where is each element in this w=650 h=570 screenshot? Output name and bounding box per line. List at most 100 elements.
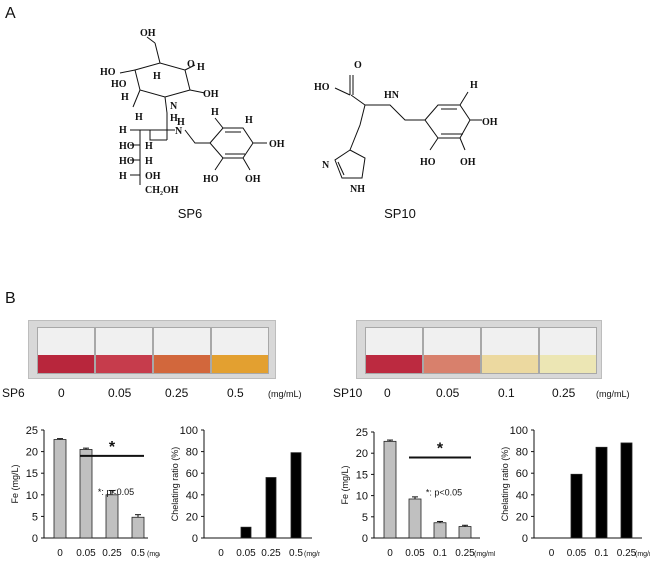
panel-a-label: A — [5, 5, 16, 22]
y-tick-label: 40 — [186, 490, 198, 502]
svg-text:OH: OH — [145, 171, 161, 182]
sp10-fe-chart: 0 5 10 15 20 25 Fe (mg/L) 0 0.05 0.1 0.25(mg/mL) * *… — [340, 427, 495, 559]
panel-b-label: B — [5, 290, 16, 307]
cuvette — [153, 327, 211, 374]
sp6-structure: OH HO HO H H O H OH H N H H N H HO H HO … — [100, 28, 285, 196]
bar — [131, 516, 145, 539]
cuvette — [539, 327, 597, 374]
cuvette-solution — [96, 355, 152, 373]
y-tick-label: 15 — [26, 468, 38, 480]
x-tick-label: 0.05 — [236, 548, 256, 559]
y-tick-label: 25 — [26, 425, 38, 437]
y-tick-label: 10 — [26, 490, 38, 502]
x-tick-label: 0.05 — [76, 548, 96, 559]
svg-text:H: H — [119, 171, 127, 182]
y-tick-label: 40 — [516, 490, 528, 502]
x-tick-label: 0.25 — [102, 548, 122, 559]
bar — [105, 494, 119, 539]
y-tick-label: 0 — [32, 533, 38, 545]
y-tick-label: 100 — [180, 425, 198, 437]
svg-text:H: H — [135, 112, 143, 123]
sp10-conc-label: 0 — [384, 386, 391, 400]
svg-text:HO: HO — [100, 67, 116, 78]
cuvette — [211, 327, 269, 374]
x-unit-label: (mg/mL) — [474, 551, 495, 558]
x-unit-label: (mg/mL) — [147, 551, 160, 558]
svg-text:H: H — [177, 117, 185, 128]
svg-text:HO: HO — [119, 141, 135, 152]
bar — [620, 442, 633, 539]
svg-text:HO: HO — [420, 157, 436, 168]
y-tick-label: 80 — [186, 447, 198, 459]
sp10-conc-label: 0.05 — [436, 386, 460, 400]
sp10-conc-label: 0.1 — [498, 386, 515, 400]
svg-text:HN: HN — [384, 90, 400, 101]
x-unit-label: (mg/mL) — [304, 551, 320, 558]
y-axis-label: Chelating ratio (%) — [170, 447, 180, 522]
bar — [53, 439, 67, 539]
svg-text:OH: OH — [140, 28, 156, 39]
cuvette-solution — [212, 355, 268, 373]
x-tick-label: 0.25 — [455, 548, 475, 559]
significance-star: * — [109, 439, 116, 456]
y-tick-label: 0 — [522, 533, 528, 545]
svg-text:OH: OH — [482, 117, 498, 128]
y-tick-label: 20 — [26, 447, 38, 459]
y-tick-label: 60 — [186, 468, 198, 480]
svg-text:HO: HO — [203, 174, 219, 185]
sp6-sample-label: SP6 — [2, 386, 25, 400]
svg-text:H: H — [211, 107, 219, 118]
svg-text:H: H — [119, 125, 127, 136]
significance-note: *: p<0.05 — [98, 487, 134, 497]
svg-text:CH₂OH: CH₂OH — [145, 185, 179, 196]
cuvette-solution — [38, 355, 94, 373]
x-tick-label: 0 — [387, 548, 393, 559]
y-tick-label: 80 — [516, 447, 528, 459]
y-tick-label: 25 — [356, 427, 368, 439]
sp6-conc-label: 0.25 — [165, 386, 189, 400]
sp6-cuvette-photo — [28, 320, 276, 379]
sp6-unit-label: (mg/mL) — [268, 389, 302, 399]
x-tick-label: 0.1 — [433, 548, 447, 559]
svg-text:H: H — [145, 141, 153, 152]
cuvette-solution — [366, 355, 422, 373]
sp6-conc-label: 0 — [58, 386, 65, 400]
x-tick-label: 0 — [57, 548, 63, 559]
svg-text:HO: HO — [111, 79, 127, 90]
x-tick-label: 0.25 — [261, 548, 281, 559]
sp10-unit-label: (mg/mL) — [596, 389, 630, 399]
x-tick-label: 0.05 — [405, 548, 425, 559]
y-axis-label: Chelating ratio (%) — [500, 447, 510, 522]
bar — [290, 452, 302, 539]
sp6-conc-label: 0.5 — [227, 386, 244, 400]
y-tick-label: 15 — [356, 469, 368, 481]
svg-text:O: O — [354, 60, 362, 71]
x-tick-label: 0.05 — [567, 548, 587, 559]
svg-text:HO: HO — [314, 82, 330, 93]
svg-text:H: H — [145, 156, 153, 167]
sp6-name: SP6 — [177, 206, 203, 221]
svg-text:N: N — [322, 160, 330, 171]
y-tick-label: 5 — [32, 511, 38, 523]
bar — [595, 446, 608, 539]
bar — [570, 473, 583, 539]
bar — [458, 526, 472, 539]
significance-star: * — [437, 440, 444, 457]
sp10-name: SP10 — [384, 206, 416, 221]
bar — [383, 440, 397, 539]
x-unit-label: (mg/mL) — [635, 551, 650, 558]
cuvette — [37, 327, 95, 374]
svg-text:H: H — [153, 71, 161, 82]
x-tick-label: 0.1 — [595, 548, 609, 559]
y-tick-label: 60 — [516, 468, 528, 480]
svg-text:OH: OH — [269, 139, 285, 150]
bar — [265, 477, 277, 539]
y-tick-label: 10 — [356, 491, 368, 503]
sp10-structure: O HO HN H OH N NH HO OH — [314, 60, 498, 195]
y-tick-label: 5 — [362, 512, 368, 524]
sp10-cuvette-photo — [356, 320, 602, 379]
x-tick-label: 0 — [549, 548, 555, 559]
bar — [433, 522, 447, 539]
y-axis-label: Fe (mg/L) — [340, 465, 350, 504]
